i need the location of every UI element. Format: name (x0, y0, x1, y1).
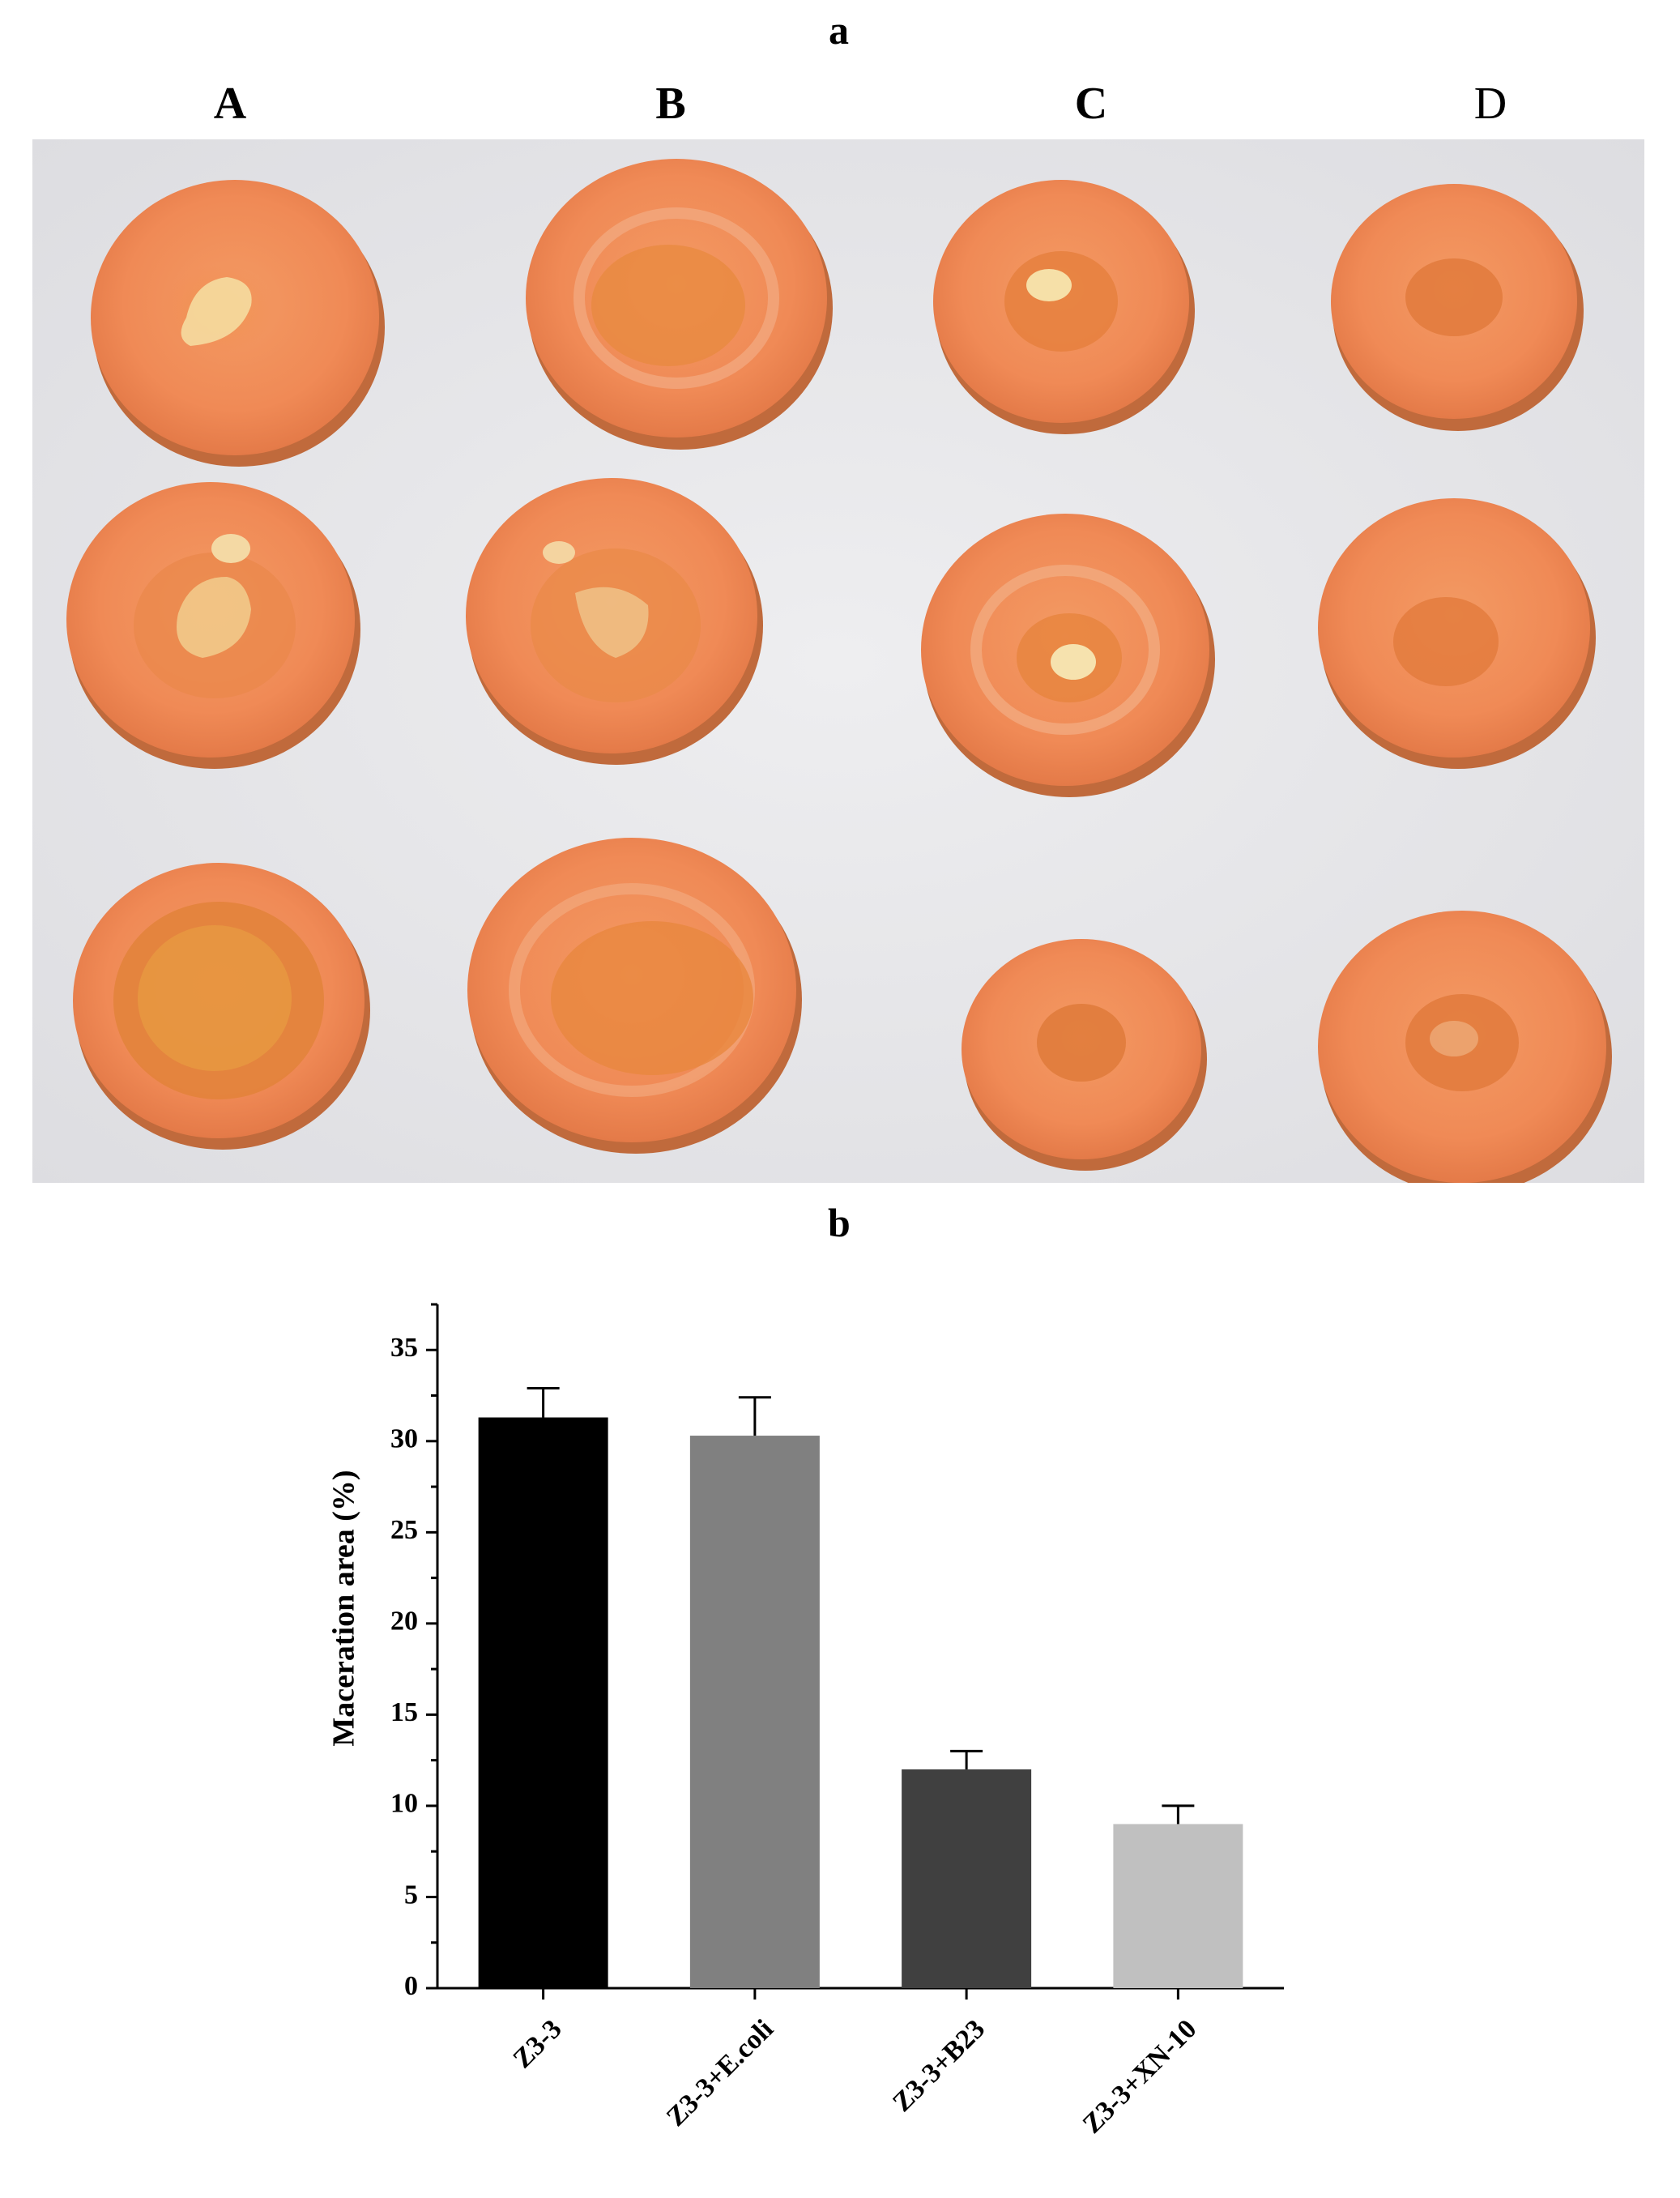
y-tick-label: 5 (404, 1880, 418, 1910)
carrot-slice (467, 838, 802, 1154)
y-tick-label: 10 (390, 1789, 418, 1819)
carrot-slices-photo (32, 139, 1644, 1183)
carrot-slice (962, 939, 1207, 1171)
column-label-c: C (1074, 79, 1108, 129)
column-label-d: D (1473, 79, 1507, 129)
column-label-b: B (655, 79, 686, 129)
carrot-slice (933, 180, 1195, 434)
carrot-slice (91, 180, 385, 467)
column-label-a: A (213, 79, 247, 129)
bar-z3-3-xn-10 (1113, 1824, 1243, 1988)
chart-bars (478, 1387, 1243, 1988)
carrot-slice (1318, 911, 1612, 1183)
y-tick-label: 35 (390, 1333, 418, 1363)
carrot-slice (1318, 498, 1596, 769)
y-tick-label: 15 (390, 1697, 418, 1727)
bar-z3-3-b23 (902, 1769, 1032, 1988)
y-tick-label: 20 (390, 1607, 418, 1637)
x-tick-label: Z3-3 (507, 2014, 567, 2074)
carrot-slice (66, 482, 360, 769)
x-tick-label: Z3-3+B23 (887, 2014, 991, 2118)
x-tick-label: Z3-3+E.coli (661, 2014, 779, 2132)
carrot-slice (526, 159, 833, 450)
y-tick-label: 30 (390, 1424, 418, 1454)
carrot-slice (466, 478, 763, 765)
y-axis-title: Maceration area (%) (327, 1470, 361, 1746)
maceration-bar-chart: 0 5 10 15 20 25 30 35 Z3-3 Z3-3+E.coli Z3-3+B23 Z3-… (327, 1303, 1284, 2140)
panel-b-label: b (828, 1200, 851, 1245)
bar-z3-3-e-coli (689, 1436, 820, 1988)
x-tick-label: Z3-3+XN-10 (1077, 2014, 1203, 2140)
y-tick-label: 0 (404, 1971, 418, 2001)
carrot-slice (73, 863, 370, 1150)
bar-z3-3 (478, 1417, 608, 1988)
y-tick-label: 25 (390, 1515, 418, 1545)
panel-a-label: a (829, 7, 849, 53)
carrot-slice (921, 514, 1215, 797)
carrot-slice (1331, 184, 1584, 431)
